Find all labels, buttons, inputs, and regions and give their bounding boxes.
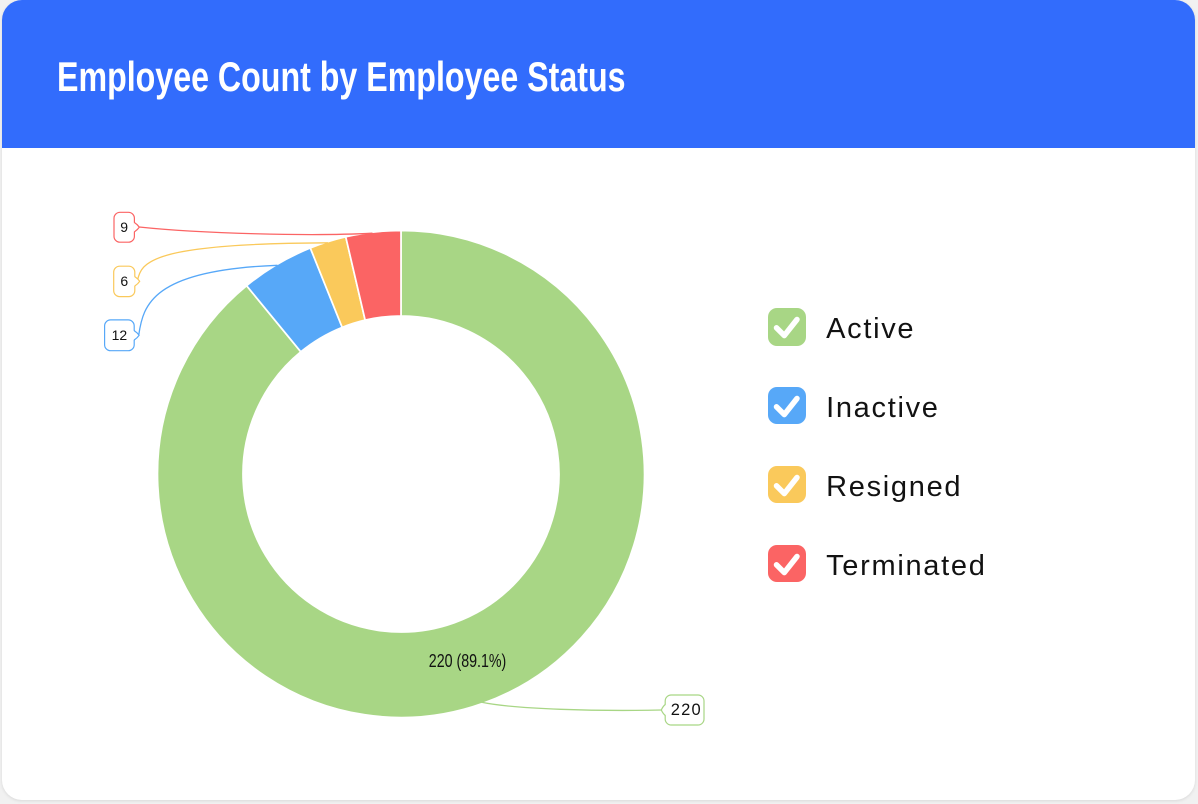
- svg-text:9: 9: [120, 219, 128, 235]
- svg-text:220 (89.1%): 220 (89.1%): [429, 650, 507, 671]
- svg-text:6: 6: [120, 273, 128, 289]
- svg-text:220: 220: [671, 701, 702, 719]
- svg-text:12: 12: [112, 327, 128, 343]
